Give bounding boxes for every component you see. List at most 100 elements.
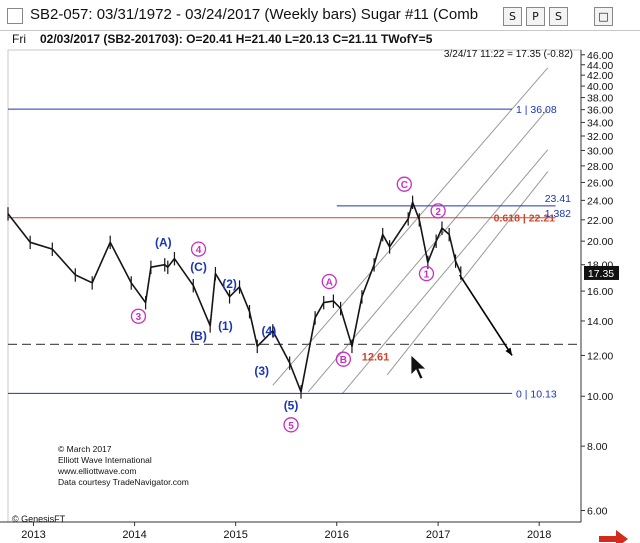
wave-label: (5): [284, 398, 299, 412]
wave-label-text: A: [326, 278, 333, 289]
projection-arrowhead: [505, 347, 513, 356]
level-label: 0 | 10.13: [516, 388, 557, 400]
wave-label-text: 1: [424, 270, 430, 281]
price-tick-label: 22.00: [587, 215, 613, 227]
level-label: 1 | 36.08: [516, 104, 557, 116]
price-tick-label: 20.00: [587, 236, 613, 248]
wave-label-circle: [396, 176, 412, 192]
date-tick-label: 2015: [223, 529, 247, 541]
s2-button[interactable]: S: [549, 7, 568, 26]
wave-label: (2): [222, 277, 237, 291]
wave-label-circle: [130, 308, 147, 324]
wave-label: (3): [254, 364, 269, 378]
date-tick-label: 2016: [324, 529, 348, 541]
price-chart[interactable]: 6.008.0010.0012.0014.0016.0018.0020.0022…: [0, 48, 640, 543]
latest-quote: 3/24/17 11:22 = 17.35 (-0.82): [444, 49, 573, 60]
wave-label: (A): [155, 235, 172, 249]
wave-label: 3: [130, 308, 147, 324]
wave-label-text: (1): [218, 319, 233, 333]
copyright-line: © March 2017: [58, 444, 112, 454]
scroll-right-icon: [599, 530, 628, 543]
copyright-line: Data courtesy TradeNavigator.com: [58, 477, 189, 487]
date-tick-label: 2018: [527, 529, 551, 541]
level-label: 0.618 | 22.21: [494, 213, 555, 225]
price-tick-label: 6.00: [587, 506, 608, 518]
p-button[interactable]: P: [526, 7, 545, 26]
wave-label-text: (A): [155, 235, 172, 249]
bar-day-label: Fri: [12, 32, 26, 46]
price-tick-label: 30.00: [587, 145, 613, 157]
price-tick-label: 26.00: [587, 177, 613, 189]
wave-label: 5: [283, 417, 299, 433]
wave-label-circle: [430, 203, 446, 219]
channel-line: [341, 149, 549, 395]
price-tick-label: 10.00: [587, 391, 613, 403]
price-series-line: [7, 201, 462, 393]
wave-label-text: (4): [262, 324, 277, 338]
wave-label-text: C: [401, 180, 408, 191]
bar-ohlc-readout: 02/03/2017 (SB2-201703): O=20.41 H=21.40…: [40, 32, 433, 46]
wave-label: A: [321, 273, 337, 290]
date-tick-label: 2014: [122, 529, 146, 541]
wave-label-text: 5: [288, 421, 294, 432]
price-tick-label: 38.00: [587, 93, 613, 105]
price-tick-label: 34.00: [587, 117, 613, 129]
price-tick-label: 12.00: [587, 350, 613, 362]
ratio-label: 1.382: [545, 208, 571, 220]
wave-label-text: B: [340, 355, 347, 366]
wave-label: 1: [418, 265, 435, 282]
channel-line: [272, 67, 549, 386]
wave-label-text: (C): [190, 260, 207, 274]
wave-label: (B): [190, 329, 207, 343]
window-title: SB2-057: 03/31/1972 - 03/24/2017 (Weekly…: [30, 6, 479, 23]
wave-label-text: 2: [435, 207, 441, 218]
wave-label-circle: [321, 273, 337, 290]
wave-label: (1): [218, 319, 233, 333]
wave-label-circle: [283, 417, 299, 433]
last-price-label: 17.35: [588, 268, 614, 280]
level-label: 23.41: [545, 193, 571, 205]
wave-label-circle: [335, 351, 352, 367]
copyright-line: www.elliottwave.com: [57, 466, 136, 476]
last-price-box: [584, 265, 619, 280]
bar-info-line: Fri 02/03/2017 (SB2-201703): O=20.41 H=2…: [0, 31, 640, 48]
projection-arrow: [459, 274, 513, 356]
price-tick-label: 16.00: [587, 286, 613, 298]
price-tick-label: 44.00: [587, 60, 613, 72]
wave-label-circle: [418, 265, 435, 282]
wave-label: (C): [190, 260, 207, 274]
wave-label: 4: [190, 241, 207, 257]
mouse-cursor-icon: [410, 354, 428, 380]
chart-window-icon[interactable]: [7, 8, 23, 24]
price-tick-label: 32.00: [587, 131, 613, 143]
wave-label-text: (3): [254, 364, 269, 378]
plot-area: [7, 49, 582, 523]
price-tick-label: 24.00: [587, 195, 613, 207]
price-tick-label: 42.00: [587, 70, 613, 82]
wave-label-text: (5): [284, 398, 299, 412]
wave-label: 2: [430, 203, 446, 219]
level-label: 12.61: [362, 351, 390, 363]
wave-label-text: (2): [222, 277, 237, 291]
wave-label-circle: [190, 241, 207, 257]
wave-label: (4): [262, 324, 277, 338]
window-titlebar[interactable]: SB2-057: 03/31/1972 - 03/24/2017 (Weekly…: [0, 0, 640, 31]
price-tick-label: 40.00: [587, 81, 613, 93]
wave-label-text: (B): [190, 329, 207, 343]
price-tick-label: 46.00: [587, 50, 613, 62]
copyright-line: Elliott Wave International: [58, 455, 152, 465]
price-tick-label: 36.00: [587, 105, 613, 117]
s-button[interactable]: S: [503, 7, 522, 26]
wave-label: B: [335, 351, 352, 367]
wave-label-text: 3: [136, 312, 142, 323]
genesis-watermark: © GenesisFT: [12, 514, 66, 524]
maximize-button[interactable]: □: [594, 7, 613, 26]
price-tick-label: 28.00: [587, 161, 613, 173]
wave-label-text: 4: [196, 245, 202, 256]
date-tick-label: 2017: [426, 529, 450, 541]
price-tick-label: 14.00: [587, 316, 613, 328]
wave-label: C: [396, 176, 412, 192]
date-tick-label: 2013: [21, 529, 45, 541]
price-tick-label: 8.00: [587, 441, 608, 453]
